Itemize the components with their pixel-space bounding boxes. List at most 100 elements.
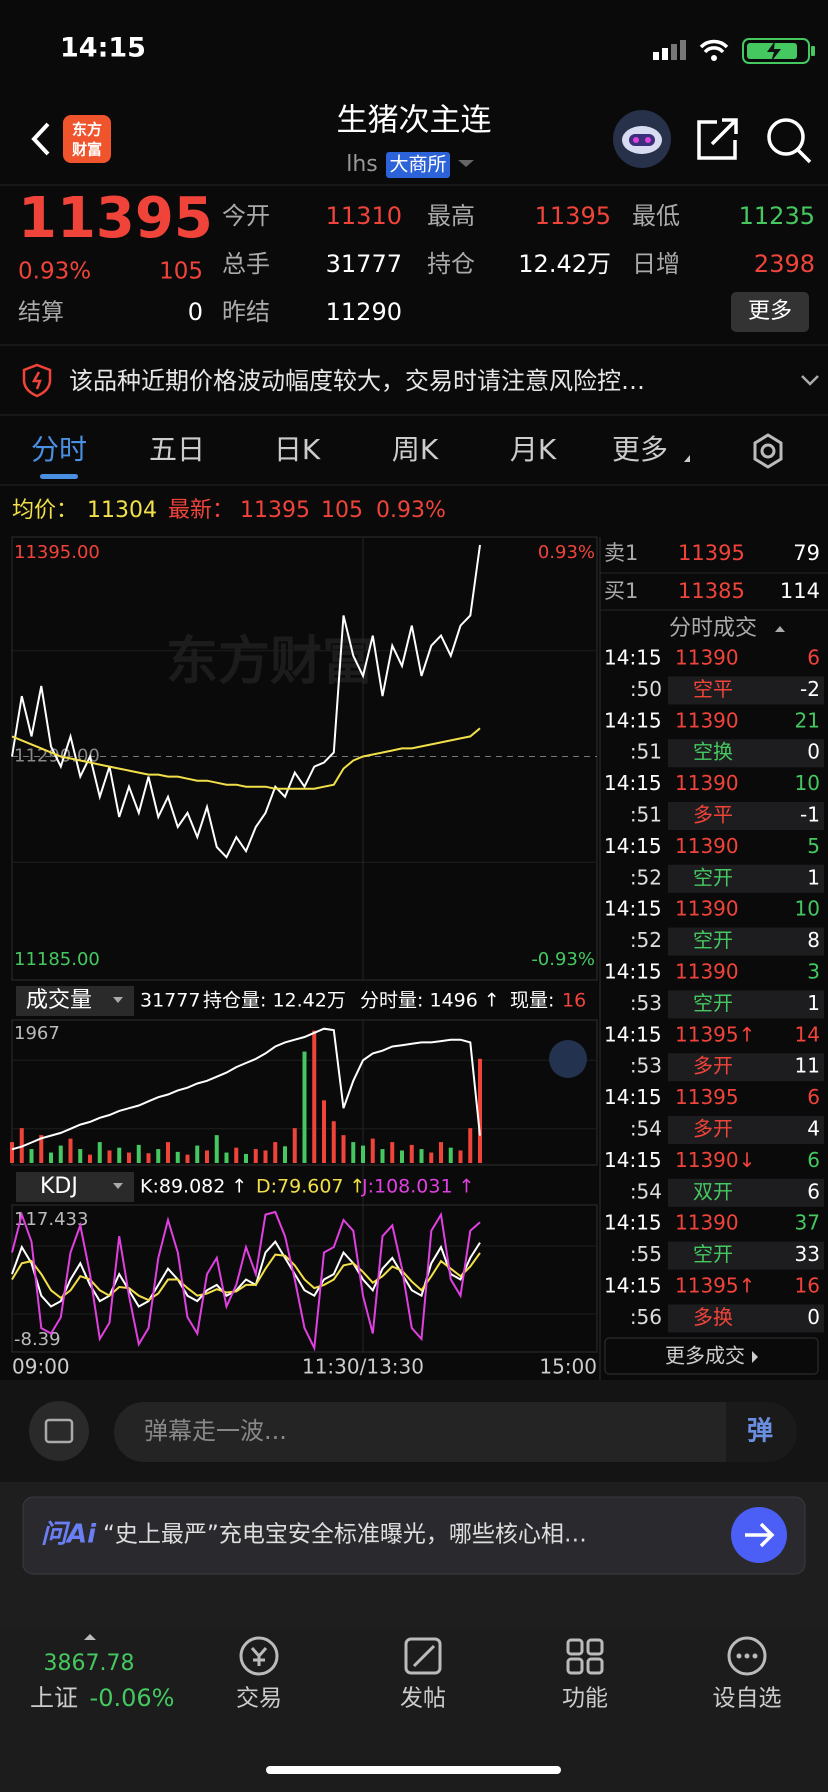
clock: 14:15 (60, 33, 146, 64)
trade-time: 14:15 (604, 834, 662, 858)
volume-bar (263, 1150, 268, 1163)
volume-bar (273, 1142, 278, 1163)
volume-bar (448, 1147, 453, 1163)
volume-bar (429, 1152, 434, 1163)
indicator-name[interactable]: 成交量 (26, 988, 92, 1013)
back-button[interactable] (31, 122, 50, 156)
volume-bar (331, 1121, 336, 1163)
volume-bar (361, 1145, 365, 1163)
y2-tick-label: -0.93% (531, 949, 595, 970)
volume-bar (10, 1142, 14, 1163)
indicator-select[interactable] (16, 986, 134, 1016)
trade-kind: 多平 (693, 803, 733, 827)
last-label: 最新： (168, 498, 234, 523)
more-trades[interactable]: 更多成交 (665, 1344, 745, 1368)
volume-bar (234, 1147, 239, 1163)
volume-bar (409, 1144, 414, 1163)
book-label: 卖1 (604, 541, 638, 565)
trade-row-bg (668, 864, 824, 893)
more-button-bg[interactable] (731, 292, 809, 332)
volume-bar (351, 1142, 356, 1163)
trade-price: 11390 (675, 960, 739, 984)
tab-label[interactable]: 功能 (562, 1686, 608, 1712)
tab-icons (239, 1636, 767, 1676)
tab[interactable]: 分时 (31, 433, 87, 466)
more-button[interactable]: 更多 (748, 299, 792, 324)
send-danmaku[interactable] (726, 1402, 797, 1462)
trade-kind: 双开 (693, 1179, 733, 1203)
settings-icon[interactable] (753, 433, 783, 469)
trade-row-bg (668, 676, 824, 705)
trade-second: :52 (630, 928, 662, 952)
trade-volume: 10 (795, 897, 820, 921)
status-icons (653, 38, 815, 64)
y-tick-label: -8.39 (14, 1329, 61, 1350)
tab[interactable]: 更多 (612, 433, 668, 466)
trade-volume: 10 (795, 771, 820, 795)
field-label: 最高 (427, 202, 475, 230)
field-value: 11395 (535, 202, 611, 230)
tab[interactable]: 月K (510, 433, 557, 466)
trade-volume: 6 (807, 1085, 820, 1109)
assistant-icon[interactable] (613, 110, 671, 168)
tab-bar (0, 1627, 828, 1792)
x-tick-label: 11:30/13:30 (302, 1355, 424, 1379)
y-tick-label: 117.433 (14, 1209, 88, 1230)
logo (63, 115, 111, 163)
tab[interactable]: 日K (274, 433, 321, 466)
trade-price: 11390↓ (675, 1148, 755, 1172)
danmaku-button[interactable]: 弹 (747, 1417, 773, 1447)
logo-text: 财富 (72, 141, 102, 159)
trade-oi-change: 11 (795, 1054, 820, 1078)
tab-label[interactable]: 交易 (236, 1686, 282, 1712)
volume-bar (107, 1150, 112, 1163)
risk-notice: 该品种近期价格波动幅度较大，交易时请注意风险控… (69, 367, 645, 395)
sort-arrow (775, 626, 785, 632)
trade-row-bg (668, 990, 824, 1019)
tab-label[interactable]: 发帖 (400, 1686, 446, 1712)
trade-kind: 空换 (693, 740, 733, 764)
series-line (11, 544, 481, 859)
danmaku-toggle[interactable] (29, 1401, 89, 1461)
trade-volume: 37 (795, 1211, 820, 1235)
trade-row-bg (668, 739, 824, 768)
avg-label: 均价： (12, 498, 78, 523)
trade-volume: 6 (807, 1148, 820, 1172)
tab[interactable]: 五日 (149, 433, 205, 466)
tab-underline (40, 474, 78, 479)
field-value: 31777 (326, 250, 402, 278)
comment-input[interactable] (114, 1402, 797, 1462)
volume-bar (380, 1149, 385, 1163)
tab-label[interactable]: 设自选 (713, 1686, 782, 1712)
indicator-name[interactable]: KDJ (40, 1174, 78, 1199)
indicator-select[interactable] (16, 1172, 134, 1202)
volume-bar (224, 1152, 229, 1163)
exchange-badge (386, 152, 450, 178)
expand-notice[interactable] (801, 375, 819, 386)
index-value: 3867.78 (44, 1651, 135, 1676)
ai-banner[interactable] (22, 1496, 806, 1575)
volume-bar (478, 1058, 482, 1163)
trade-volume: 21 (795, 708, 820, 732)
trade-kind: 空开 (693, 991, 733, 1015)
trade-time: 14:15 (604, 646, 662, 670)
field-label: 结算 (18, 300, 64, 326)
ai-headline[interactable]: “史上最严”充电宝安全标准曝光，哪些核心相… (103, 1522, 587, 1548)
arrow-icon (745, 1522, 775, 1548)
tab[interactable]: 周K (392, 433, 439, 466)
trade-price: 11395↑ (675, 1274, 755, 1298)
search-icon[interactable] (767, 118, 812, 164)
index-name[interactable]: 上证 (30, 1684, 78, 1712)
trade-volume: 6 (807, 646, 820, 670)
dropdown-arrow[interactable] (458, 160, 474, 167)
comment-placeholder[interactable]: 弹幕走一波... (144, 1417, 287, 1445)
index-arrow (84, 1634, 96, 1640)
expand-chart[interactable] (549, 1040, 587, 1078)
share-icon[interactable] (697, 118, 738, 160)
trade-time: 14:15 (604, 1085, 662, 1109)
more-trades-button[interactable] (604, 1337, 819, 1375)
x-tick-label: 09:00 (12, 1355, 70, 1379)
field-value: 2398 (754, 250, 815, 278)
trade-kind: 空开 (693, 865, 733, 889)
